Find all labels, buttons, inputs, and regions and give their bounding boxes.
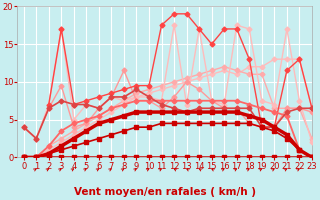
X-axis label: Vent moyen/en rafales ( km/h ): Vent moyen/en rafales ( km/h ) <box>74 187 256 197</box>
